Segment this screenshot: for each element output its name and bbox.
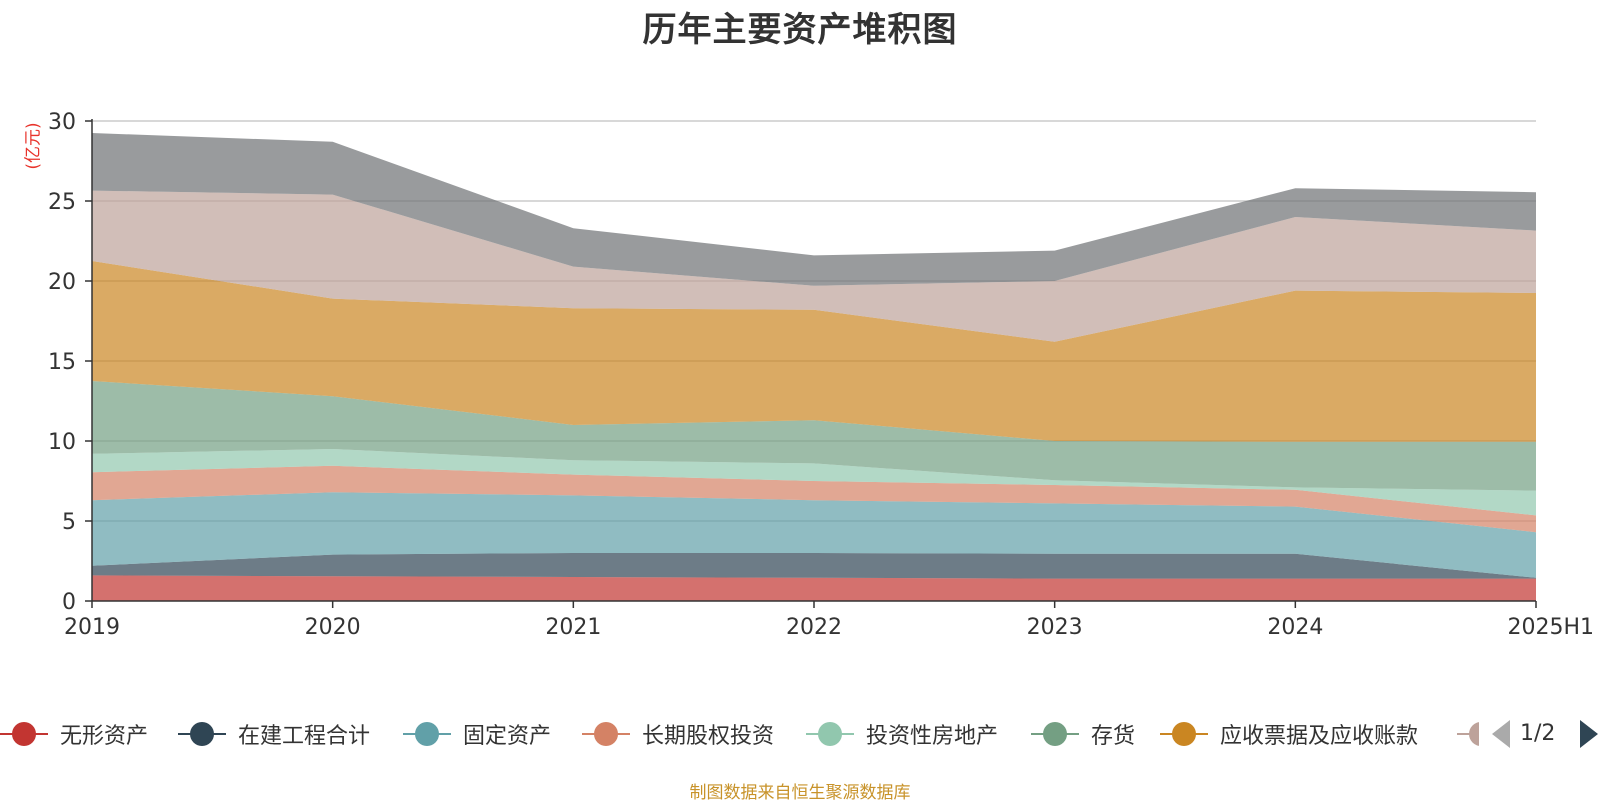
legend-marker-icon xyxy=(1457,718,1479,750)
area-series-1 xyxy=(92,575,1536,601)
y-tick-label: 25 xyxy=(48,190,76,215)
x-tick-label: 2021 xyxy=(545,615,601,640)
x-tick-label: 2025H1 xyxy=(1507,615,1594,640)
y-tick-label: 15 xyxy=(48,350,76,375)
legend-item[interactable]: 在建工程合计 xyxy=(178,718,370,750)
legend-label: 无形资产 xyxy=(60,724,149,749)
legend-marker-icon xyxy=(1031,718,1079,750)
chart-title: 历年主要资产堆积图 xyxy=(642,10,958,50)
y-tick-label: 30 xyxy=(48,110,76,135)
legend-item[interactable]: 应收票据及应收账款 xyxy=(1160,718,1418,750)
x-axis-ticks: 2019 2020 2021 2022 2023 2024 2025H1 xyxy=(64,601,1594,640)
x-tick-label: 2023 xyxy=(1027,615,1083,640)
area-series-3 xyxy=(92,492,1536,578)
legend-marker-icon xyxy=(403,718,451,750)
legend-label: 投资性房地产 xyxy=(866,724,999,749)
y-tick-label: 20 xyxy=(48,270,76,295)
legend-label: 应收票据及应收账款 xyxy=(1220,724,1419,749)
area-series xyxy=(92,133,1536,601)
legend-next-page-icon[interactable] xyxy=(1580,720,1598,748)
x-tick-label: 2022 xyxy=(786,615,842,640)
y-axis-ticks: 0 5 10 15 20 25 30 xyxy=(48,110,92,615)
legend-marker-icon xyxy=(806,718,854,750)
legend-item-partial[interactable] xyxy=(1457,718,1479,750)
area-series-5 xyxy=(92,449,1536,516)
area-series-2 xyxy=(92,553,1536,579)
legend-item[interactable]: 固定资产 xyxy=(403,718,551,750)
legend-item[interactable]: 投资性房地产 xyxy=(806,718,998,750)
y-tick-label: 5 xyxy=(62,510,76,535)
x-tick-label: 2024 xyxy=(1267,615,1323,640)
legend-item[interactable]: 存货 xyxy=(1031,718,1135,750)
area-series-7 xyxy=(92,261,1536,442)
data-source-note: 制图数据来自恒生聚源数据库 xyxy=(689,783,911,803)
area-series-6 xyxy=(92,381,1536,491)
legend-marker-icon xyxy=(0,718,48,750)
x-tick-label: 2019 xyxy=(64,615,120,640)
legend-pager: 1/2 xyxy=(1492,718,1600,750)
legend-label: 在建工程合计 xyxy=(238,724,371,749)
legend-marker-icon xyxy=(178,718,226,750)
legend-prev-page-icon[interactable] xyxy=(1492,720,1510,748)
y-tick-label: 10 xyxy=(48,430,76,455)
legend-label: 存货 xyxy=(1091,724,1136,749)
area-series-4 xyxy=(92,465,1536,533)
y-tick-label: 0 xyxy=(62,590,76,615)
legend-marker-icon xyxy=(1160,718,1208,750)
legend-label: 固定资产 xyxy=(463,724,552,749)
legend-item[interactable]: 无形资产 xyxy=(0,718,148,750)
legend-item[interactable]: 长期股权投资 xyxy=(582,718,774,750)
stacked-area-chart: 0 5 10 15 20 25 30 2019 2020 2021 2022 2023 2024 202… xyxy=(48,110,1594,640)
x-tick-label: 2020 xyxy=(305,615,361,640)
legend-page-indicator: 1/2 xyxy=(1520,721,1556,746)
legend-label: 长期股权投资 xyxy=(642,724,775,749)
area-series-8 xyxy=(92,190,1536,342)
legend-marker-icon xyxy=(582,718,630,750)
area-series-9 xyxy=(92,133,1536,286)
